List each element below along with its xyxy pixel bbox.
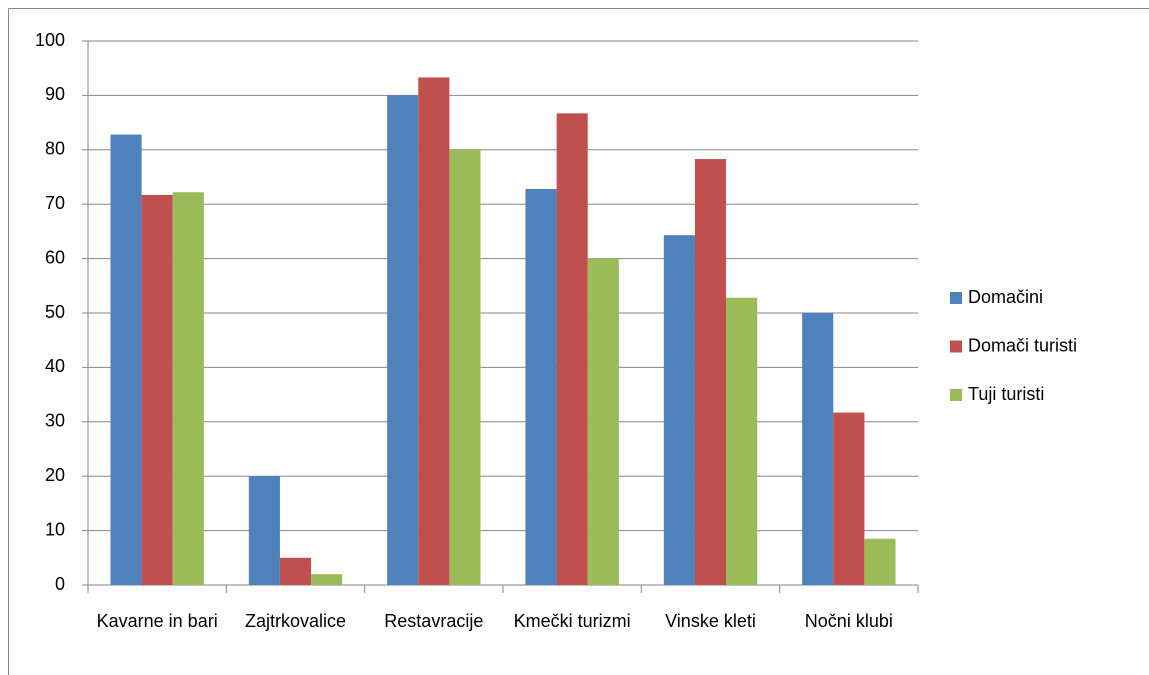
legend-swatch	[950, 389, 962, 401]
bar	[833, 412, 865, 585]
bar	[141, 194, 173, 585]
bar	[418, 77, 450, 585]
x-tick-label: Kmečki turizmi	[513, 611, 631, 631]
bar	[694, 159, 727, 585]
bar	[525, 188, 557, 585]
y-tick-label: 70	[45, 193, 65, 213]
bar	[556, 113, 588, 586]
bar	[387, 95, 419, 586]
x-tick-label: Zajtrkovalice	[244, 611, 346, 631]
bar	[110, 134, 142, 585]
bar	[248, 476, 280, 585]
x-tick-label: Nočni klubi	[804, 611, 893, 631]
bar	[802, 313, 834, 585]
bar	[172, 192, 204, 585]
y-tick-label: 50	[45, 302, 65, 322]
legend-swatch	[950, 292, 962, 304]
bar	[663, 235, 695, 585]
y-tick-label: 40	[45, 356, 65, 376]
y-tick-label: 100	[35, 30, 65, 50]
y-tick-label: 60	[45, 247, 65, 267]
legend-swatch	[950, 340, 962, 353]
y-tick-label: 80	[45, 139, 65, 159]
y-tick-label: 20	[45, 465, 65, 485]
legend-label: Domači turisti	[968, 335, 1077, 355]
bar	[279, 557, 312, 585]
x-tick-label: Kavarne in bari	[96, 611, 218, 631]
bar	[587, 258, 619, 585]
legend-label: Tuji turisti	[968, 384, 1044, 404]
legend-label: Domačini	[968, 287, 1043, 307]
y-tick-label: 30	[45, 411, 65, 431]
bar	[726, 297, 758, 585]
y-tick-label: 90	[45, 84, 65, 104]
x-tick-label: Vinske kleti	[665, 611, 756, 631]
bar	[311, 574, 343, 585]
y-tick-label: 10	[45, 519, 65, 539]
y-tick-label: 0	[55, 574, 65, 594]
bar	[449, 149, 481, 586]
x-tick-label: Restavracije	[384, 611, 484, 631]
bar	[864, 538, 896, 585]
